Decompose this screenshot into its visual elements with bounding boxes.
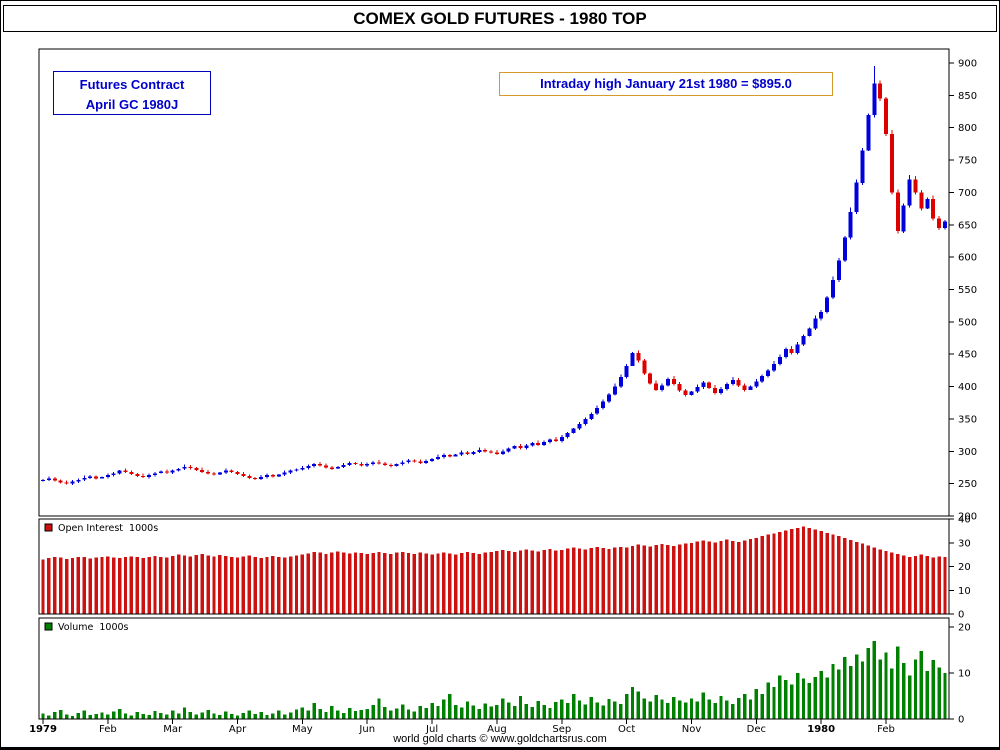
svg-text:900: 900 — [958, 59, 977, 70]
svg-text:800: 800 — [958, 123, 977, 134]
svg-text:750: 750 — [958, 156, 977, 167]
svg-text:Jul: Jul — [425, 724, 438, 735]
chart-footer: world gold charts © www.goldchartsrus.co… — [1, 733, 999, 745]
svg-text:600: 600 — [958, 253, 977, 264]
svg-text:20: 20 — [958, 623, 971, 634]
svg-text:Apr: Apr — [229, 724, 247, 735]
svg-text:1980: 1980 — [807, 724, 835, 735]
svg-text:700: 700 — [958, 188, 977, 199]
svg-text:10: 10 — [958, 669, 971, 680]
candlestick-chart-canvas: 2002503003504004505005506006507007508008… — [29, 48, 977, 735]
svg-text:1979: 1979 — [29, 724, 57, 735]
svg-text:Oct: Oct — [618, 724, 635, 735]
footer-text: world gold charts © www.goldchartsrus.co… — [393, 733, 607, 745]
svg-text:250: 250 — [958, 479, 977, 490]
svg-text:Jun: Jun — [358, 724, 375, 735]
svg-text:0: 0 — [958, 610, 964, 621]
svg-text:300: 300 — [958, 447, 977, 458]
chart-title-bar: COMEX GOLD FUTURES - 1980 TOP — [3, 5, 997, 32]
svg-text:850: 850 — [958, 91, 977, 102]
svg-text:Mar: Mar — [163, 724, 183, 735]
contract-line2: April GC 1980J — [85, 97, 179, 113]
intraday-high-annotation: Intraday high January 21st 1980 = $895.0 — [499, 72, 833, 96]
svg-text:350: 350 — [958, 414, 977, 425]
svg-text:Open Interest 1000s: Open Interest 1000s — [58, 523, 158, 534]
svg-text:May: May — [292, 724, 313, 735]
contract-line1: Futures Contract — [79, 77, 185, 92]
svg-text:0: 0 — [958, 715, 964, 726]
svg-text:Feb: Feb — [99, 724, 117, 735]
intraday-high-text: Intraday high January 21st 1980 = $895.0 — [540, 76, 792, 91]
svg-text:20: 20 — [958, 562, 971, 573]
svg-text:Dec: Dec — [747, 724, 766, 735]
svg-text:Volume 1000s: Volume 1000s — [58, 622, 129, 633]
svg-text:550: 550 — [958, 285, 977, 296]
chart-title: COMEX GOLD FUTURES - 1980 TOP — [353, 9, 647, 28]
svg-text:40: 40 — [958, 515, 971, 526]
svg-text:Sep: Sep — [552, 724, 571, 735]
svg-text:400: 400 — [958, 382, 977, 393]
svg-text:Aug: Aug — [487, 724, 507, 735]
svg-text:500: 500 — [958, 317, 977, 328]
futures-contract-label: Futures Contract April GC 1980J — [53, 71, 211, 115]
svg-text:10: 10 — [958, 586, 971, 597]
svg-text:650: 650 — [958, 220, 977, 231]
svg-text:200: 200 — [958, 512, 977, 523]
svg-text:30: 30 — [958, 538, 971, 549]
svg-text:Nov: Nov — [682, 724, 702, 735]
svg-text:Feb: Feb — [877, 724, 895, 735]
svg-text:450: 450 — [958, 350, 977, 361]
